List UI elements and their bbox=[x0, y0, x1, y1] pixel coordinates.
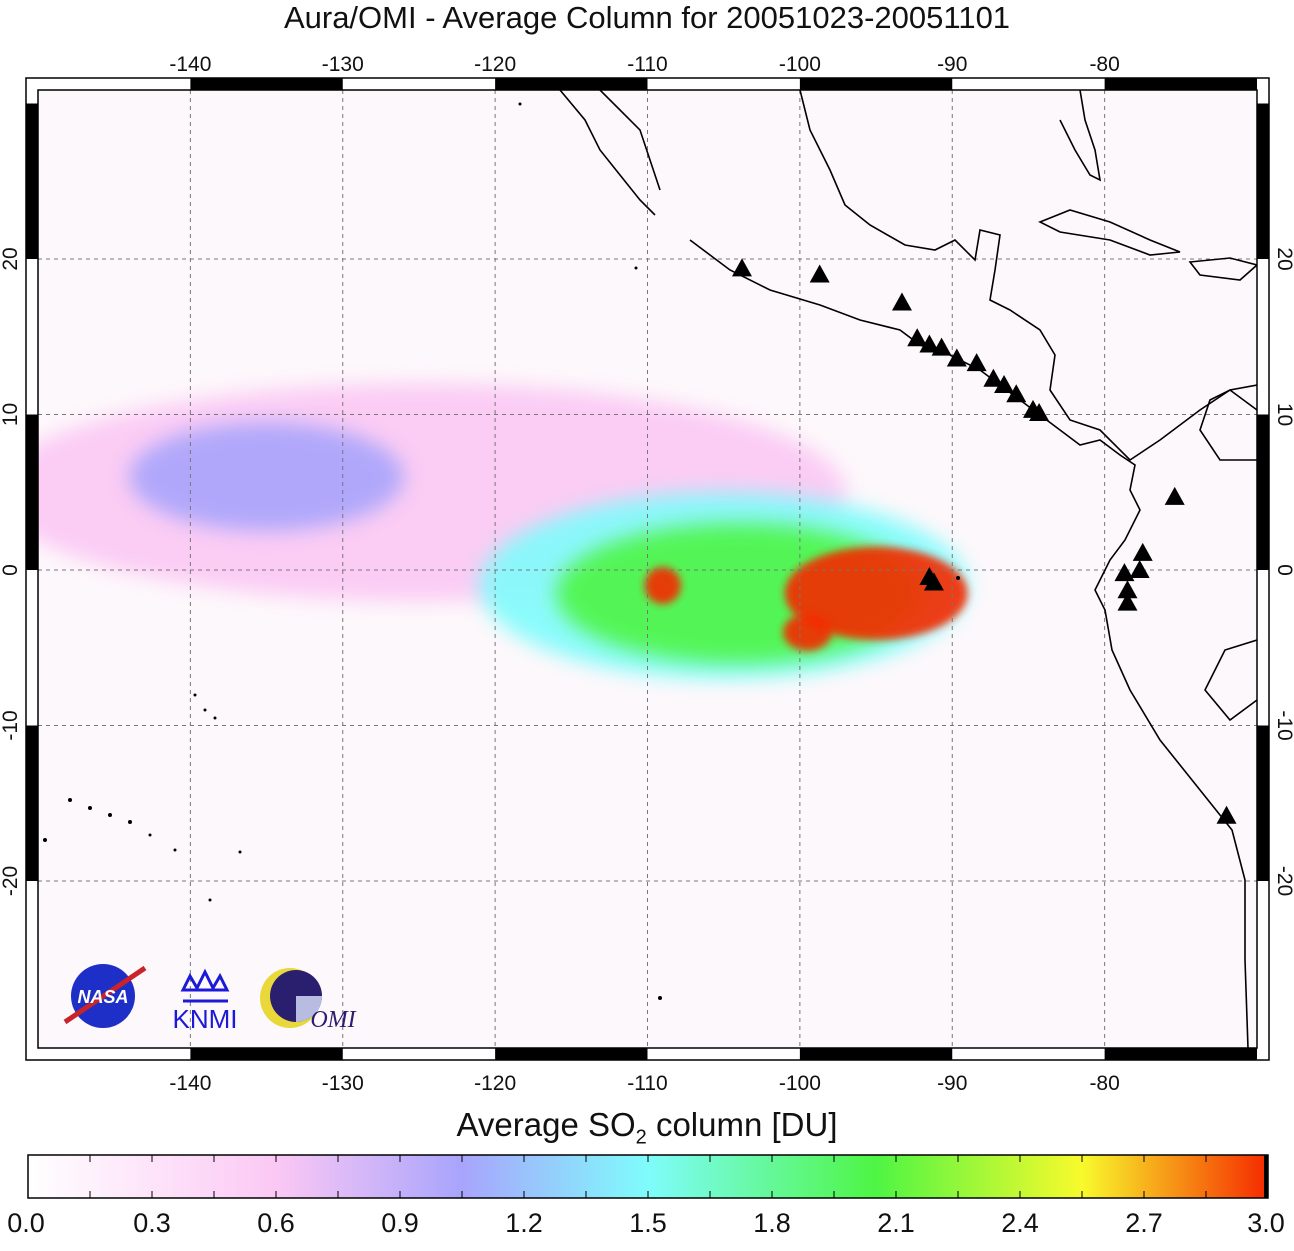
y-tick-label-right: -10 bbox=[1273, 710, 1294, 740]
colorbar-title: Average SO2 column [DU] bbox=[0, 1106, 1294, 1150]
axis-tick-labels: -140-140-130-130-120-120-110-110-100-100… bbox=[0, 53, 1294, 1095]
frame-segment bbox=[1104, 78, 1257, 90]
frame-segment bbox=[26, 103, 38, 259]
omi-logo-text: OMI bbox=[310, 1007, 356, 1033]
x-tick-label-top: -100 bbox=[779, 53, 821, 76]
volcano-marker bbox=[907, 328, 928, 347]
x-tick-label-bottom: -130 bbox=[322, 1072, 364, 1095]
colorbar bbox=[27, 1154, 1269, 1199]
volcano-marker bbox=[731, 258, 752, 277]
nasa-logo: NASA bbox=[63, 964, 147, 1028]
frame-segment bbox=[190, 1048, 343, 1060]
colorbar-tick-label: 0.0 bbox=[7, 1208, 45, 1238]
frame-segment bbox=[1104, 1048, 1257, 1060]
volcano-marker bbox=[891, 292, 912, 311]
frame-segment bbox=[495, 1048, 648, 1060]
y-tick-label-left: 0 bbox=[0, 564, 22, 576]
x-tick-label-bottom: -100 bbox=[779, 1072, 821, 1095]
x-tick-label-top: -130 bbox=[322, 53, 364, 76]
colorbar-title-prefix: Average SO bbox=[456, 1106, 636, 1143]
x-tick-label-top: -110 bbox=[627, 53, 667, 76]
volcano-marker bbox=[966, 353, 987, 372]
volcano-marker bbox=[1006, 384, 1027, 403]
plume-region bbox=[129, 422, 404, 532]
colorbar-tick-label: 0.6 bbox=[257, 1208, 295, 1238]
colorbar-tick-label: 1.5 bbox=[629, 1208, 667, 1238]
x-tick-label-bottom: -110 bbox=[627, 1072, 667, 1095]
colorbar-tick-label: 1.2 bbox=[505, 1208, 543, 1238]
y-tick-label-right: 10 bbox=[1273, 403, 1294, 426]
frame-segment bbox=[1257, 414, 1269, 570]
plume-region bbox=[783, 613, 832, 651]
x-tick-label-top: -80 bbox=[1089, 53, 1119, 76]
colorbar-tick-label: 3.0 bbox=[1247, 1208, 1285, 1238]
x-tick-label-top: -140 bbox=[169, 53, 211, 76]
colorbar-tick-label: 0.9 bbox=[381, 1208, 419, 1238]
colorbar-tick-label: 2.4 bbox=[1001, 1208, 1039, 1238]
volcano-marker bbox=[1114, 563, 1135, 582]
frame-segment bbox=[26, 725, 38, 881]
y-tick-label-right: 20 bbox=[1273, 247, 1294, 270]
volcano-marker bbox=[1029, 402, 1050, 421]
volcano-marker bbox=[1117, 580, 1138, 599]
omi-logo: OMI bbox=[260, 968, 357, 1033]
frame-segment bbox=[1257, 103, 1269, 259]
frame-segment bbox=[799, 78, 953, 90]
frame-segment bbox=[799, 1048, 953, 1060]
volcano-marker bbox=[931, 337, 952, 356]
colorbar-title-subscript: 2 bbox=[635, 1126, 647, 1149]
y-tick-label-left: 10 bbox=[0, 403, 22, 426]
knmi-logo: KNMI bbox=[173, 968, 238, 1034]
volcano-marker bbox=[1216, 805, 1237, 824]
volcano-markers bbox=[731, 258, 1237, 824]
y-tick-label-left: 20 bbox=[0, 247, 22, 270]
x-tick-label-bottom: -120 bbox=[474, 1072, 516, 1095]
y-tick-label-right: 0 bbox=[1273, 564, 1294, 576]
volcano-marker bbox=[983, 368, 1004, 387]
volcano-marker bbox=[919, 334, 940, 353]
volcano-marker bbox=[1132, 542, 1153, 561]
y-tick-label-left: -20 bbox=[0, 866, 22, 896]
colorbar-tick-label: 2.7 bbox=[1125, 1208, 1163, 1238]
map-frame bbox=[25, 77, 1270, 1061]
islands bbox=[43, 102, 960, 1000]
nasa-logo-text: NASA bbox=[77, 987, 128, 1007]
volcano-marker bbox=[1129, 560, 1150, 578]
frame-segment bbox=[1257, 725, 1269, 881]
colorbar-tick-label: 1.8 bbox=[753, 1208, 791, 1238]
volcano-marker bbox=[994, 374, 1015, 393]
frame-segment bbox=[495, 78, 648, 90]
colorbar-tick-label: 0.3 bbox=[133, 1208, 171, 1238]
x-tick-label-top: -120 bbox=[474, 53, 516, 76]
plume-region bbox=[644, 566, 682, 605]
volcano-marker bbox=[1164, 486, 1185, 505]
frame-segment bbox=[26, 414, 38, 570]
volcano-marker bbox=[1117, 592, 1138, 611]
x-tick-label-bottom: -140 bbox=[169, 1072, 211, 1095]
frame-segment bbox=[190, 78, 343, 90]
colorbar-tick-label: 2.1 bbox=[877, 1208, 915, 1238]
volcano-marker bbox=[946, 348, 967, 367]
x-tick-label-bottom: -90 bbox=[937, 1072, 967, 1095]
x-tick-label-bottom: -80 bbox=[1089, 1072, 1119, 1095]
logos: NASA KNMI OMI bbox=[63, 964, 357, 1034]
y-tick-label-left: -10 bbox=[0, 710, 22, 740]
coastlines bbox=[559, 90, 1257, 1048]
volcano-marker bbox=[809, 264, 830, 283]
volcano-marker bbox=[923, 572, 944, 591]
chart-title: Aura/OMI - Average Column for 20051023-2… bbox=[283, 0, 1011, 35]
y-tick-label-right: -20 bbox=[1273, 866, 1294, 896]
colorbar-title-suffix: column [DU] bbox=[646, 1106, 838, 1143]
grid-lines bbox=[38, 90, 1257, 1048]
knmi-logo-text: KNMI bbox=[173, 1004, 238, 1034]
x-tick-label-top: -90 bbox=[937, 53, 967, 76]
